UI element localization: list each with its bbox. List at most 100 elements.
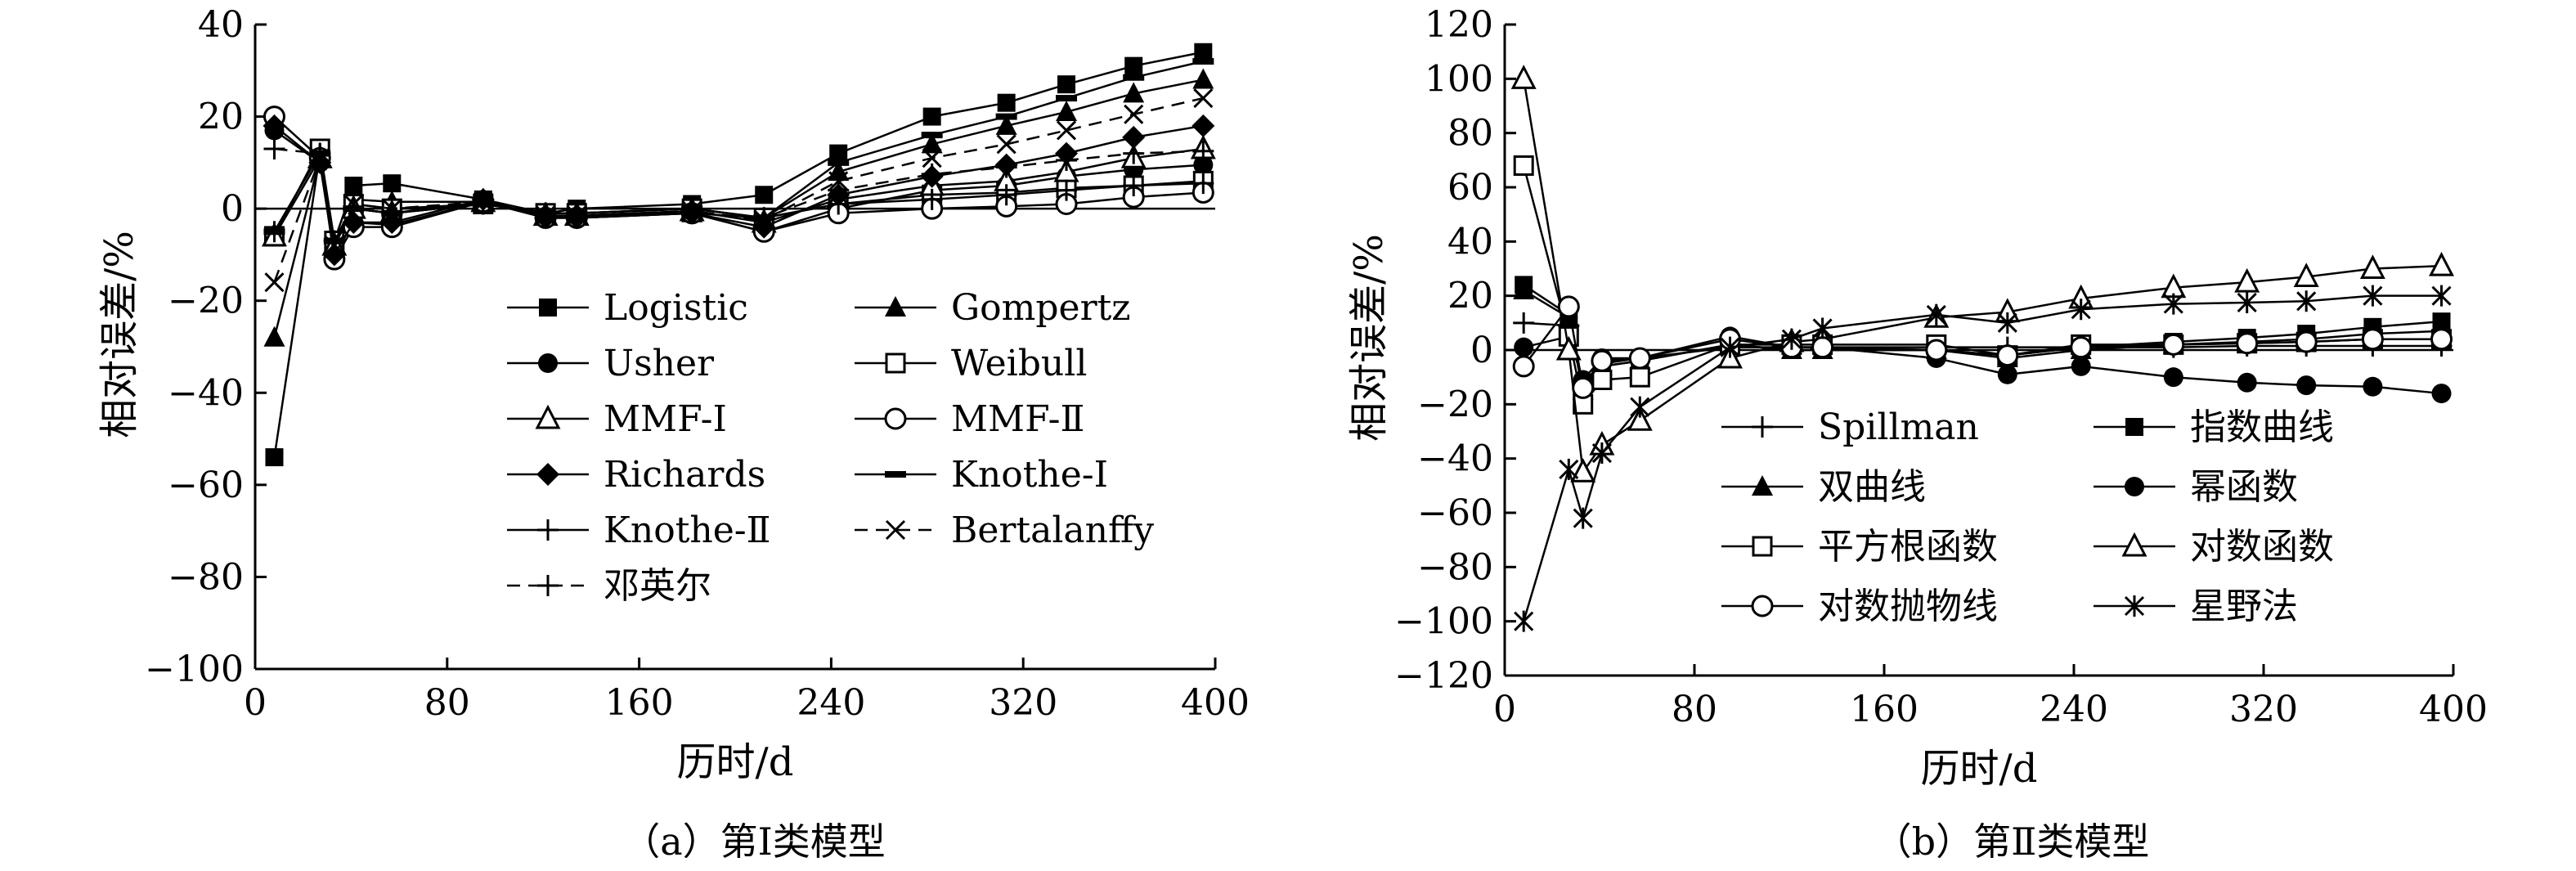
x-tick-label-a: 320 — [989, 682, 1057, 724]
data-point — [2296, 375, 2317, 396]
data-point — [2071, 356, 2091, 376]
legend-item: 对数抛物线 — [1721, 586, 1998, 627]
y-axis-title-a: 相对误差/% — [96, 231, 142, 438]
data-point — [1192, 173, 1214, 195]
data-point — [995, 156, 1017, 178]
data-point — [828, 159, 850, 166]
data-point — [263, 221, 285, 243]
caption-b: （b）第Ⅱ类模型 — [1874, 819, 2150, 864]
data-point — [2237, 291, 2257, 313]
data-point — [1591, 442, 1612, 465]
data-point — [1514, 337, 1534, 357]
x-axis-title-b: 历时/d — [1921, 746, 2038, 792]
data-point — [1193, 155, 1214, 175]
data-point — [2070, 336, 2093, 359]
data-point — [2296, 290, 2317, 312]
series-line — [1522, 79, 2442, 475]
data-point — [2429, 251, 2454, 276]
data-point — [1513, 312, 1535, 334]
y-tick-label-b: −60 — [1417, 492, 1493, 534]
data-point — [997, 93, 1016, 112]
y-tick-label-a: −40 — [168, 372, 244, 414]
legend-item: Bertalanffy — [855, 510, 1154, 551]
data-point — [1628, 347, 1651, 370]
data-point — [1123, 142, 1145, 164]
series-line — [274, 147, 1204, 245]
legend-marker — [884, 407, 907, 430]
data-point — [265, 448, 284, 467]
legend-item: MMF-Ⅰ — [507, 398, 727, 440]
data-point — [1811, 336, 1834, 359]
legend-marker — [1752, 416, 1773, 438]
data-point — [2237, 372, 2257, 393]
data-point — [921, 132, 943, 154]
legend-item: MMF-Ⅱ — [855, 398, 1084, 440]
data-point — [1591, 369, 1613, 390]
legend-marker — [885, 471, 906, 478]
y-tick-label-b: −120 — [1394, 655, 1493, 697]
y-tick-label-a: −60 — [168, 465, 244, 506]
data-point — [1192, 58, 1214, 65]
x-tick-label-a: 0 — [244, 682, 267, 724]
data-point — [922, 107, 941, 126]
data-point — [1627, 406, 1653, 431]
data-point — [2293, 263, 2319, 287]
legend-item: 双曲线 — [1721, 466, 1926, 508]
data-point — [1122, 125, 1146, 149]
data-point — [264, 272, 285, 293]
legend-item: Weibull — [855, 343, 1087, 384]
y-tick-label-b: 100 — [1425, 58, 1493, 100]
data-point — [1572, 376, 1595, 399]
data-point — [1193, 88, 1214, 109]
data-point — [1124, 104, 1144, 124]
data-point — [2236, 332, 2259, 355]
y-tick-label-a: 0 — [221, 188, 244, 230]
data-point — [1630, 396, 1650, 418]
x-tick-label-b: 320 — [2229, 689, 2298, 730]
data-point — [535, 202, 557, 224]
legend-a: Logistic Gompertz Usher Weibull MMF-Ⅰ MMF-Ⅱ Ri… — [507, 287, 1154, 607]
legend-marker — [2121, 532, 2147, 557]
y-tick-label-b: 120 — [1425, 4, 1493, 46]
series-series-10-a — [263, 137, 1214, 252]
legend-item: 邓英尔 — [507, 565, 711, 607]
y-tick-label-b: −20 — [1417, 384, 1493, 425]
data-point — [309, 142, 331, 164]
x-tick-label-a: 240 — [797, 682, 865, 724]
data-point — [1056, 179, 1078, 201]
data-point — [1123, 74, 1145, 81]
y-tick-label-b: 20 — [1447, 276, 1493, 317]
data-point — [263, 326, 285, 347]
legend-marker — [1752, 475, 1773, 496]
data-point — [1056, 150, 1078, 172]
legend-label: Gompertz — [951, 287, 1130, 329]
data-point — [1513, 279, 1535, 300]
data-point — [1123, 82, 1145, 103]
legend-label: Richards — [604, 454, 765, 496]
legend-item: Richards — [507, 454, 765, 496]
y-tick-label-b: 40 — [1447, 221, 1493, 263]
y-tick-label-a: −20 — [168, 281, 244, 322]
data-point — [1510, 65, 1537, 89]
data-point — [1056, 100, 1078, 121]
data-point — [1997, 364, 2017, 384]
y-tick-label-a: −100 — [145, 649, 244, 690]
legend-label: MMF-Ⅰ — [604, 398, 727, 440]
data-point — [2430, 328, 2453, 351]
legend-label: Bertalanffy — [951, 510, 1154, 551]
data-point — [566, 202, 588, 224]
legend-label: 指数曲线 — [2190, 406, 2334, 448]
data-point — [2431, 285, 2452, 307]
data-point — [2071, 299, 2091, 321]
y-tick-label-a: 40 — [198, 4, 244, 46]
y-tick-label-b: 80 — [1447, 113, 1493, 155]
data-point — [1570, 457, 1596, 483]
y-tick-label-b: 60 — [1447, 167, 1493, 209]
data-point — [1192, 140, 1214, 162]
legend-label: 幂函数 — [2190, 466, 2298, 508]
legend-marker — [1751, 595, 1774, 617]
legend-marker — [2124, 595, 2145, 617]
series-line — [1523, 294, 2442, 622]
data-point — [995, 113, 1017, 120]
